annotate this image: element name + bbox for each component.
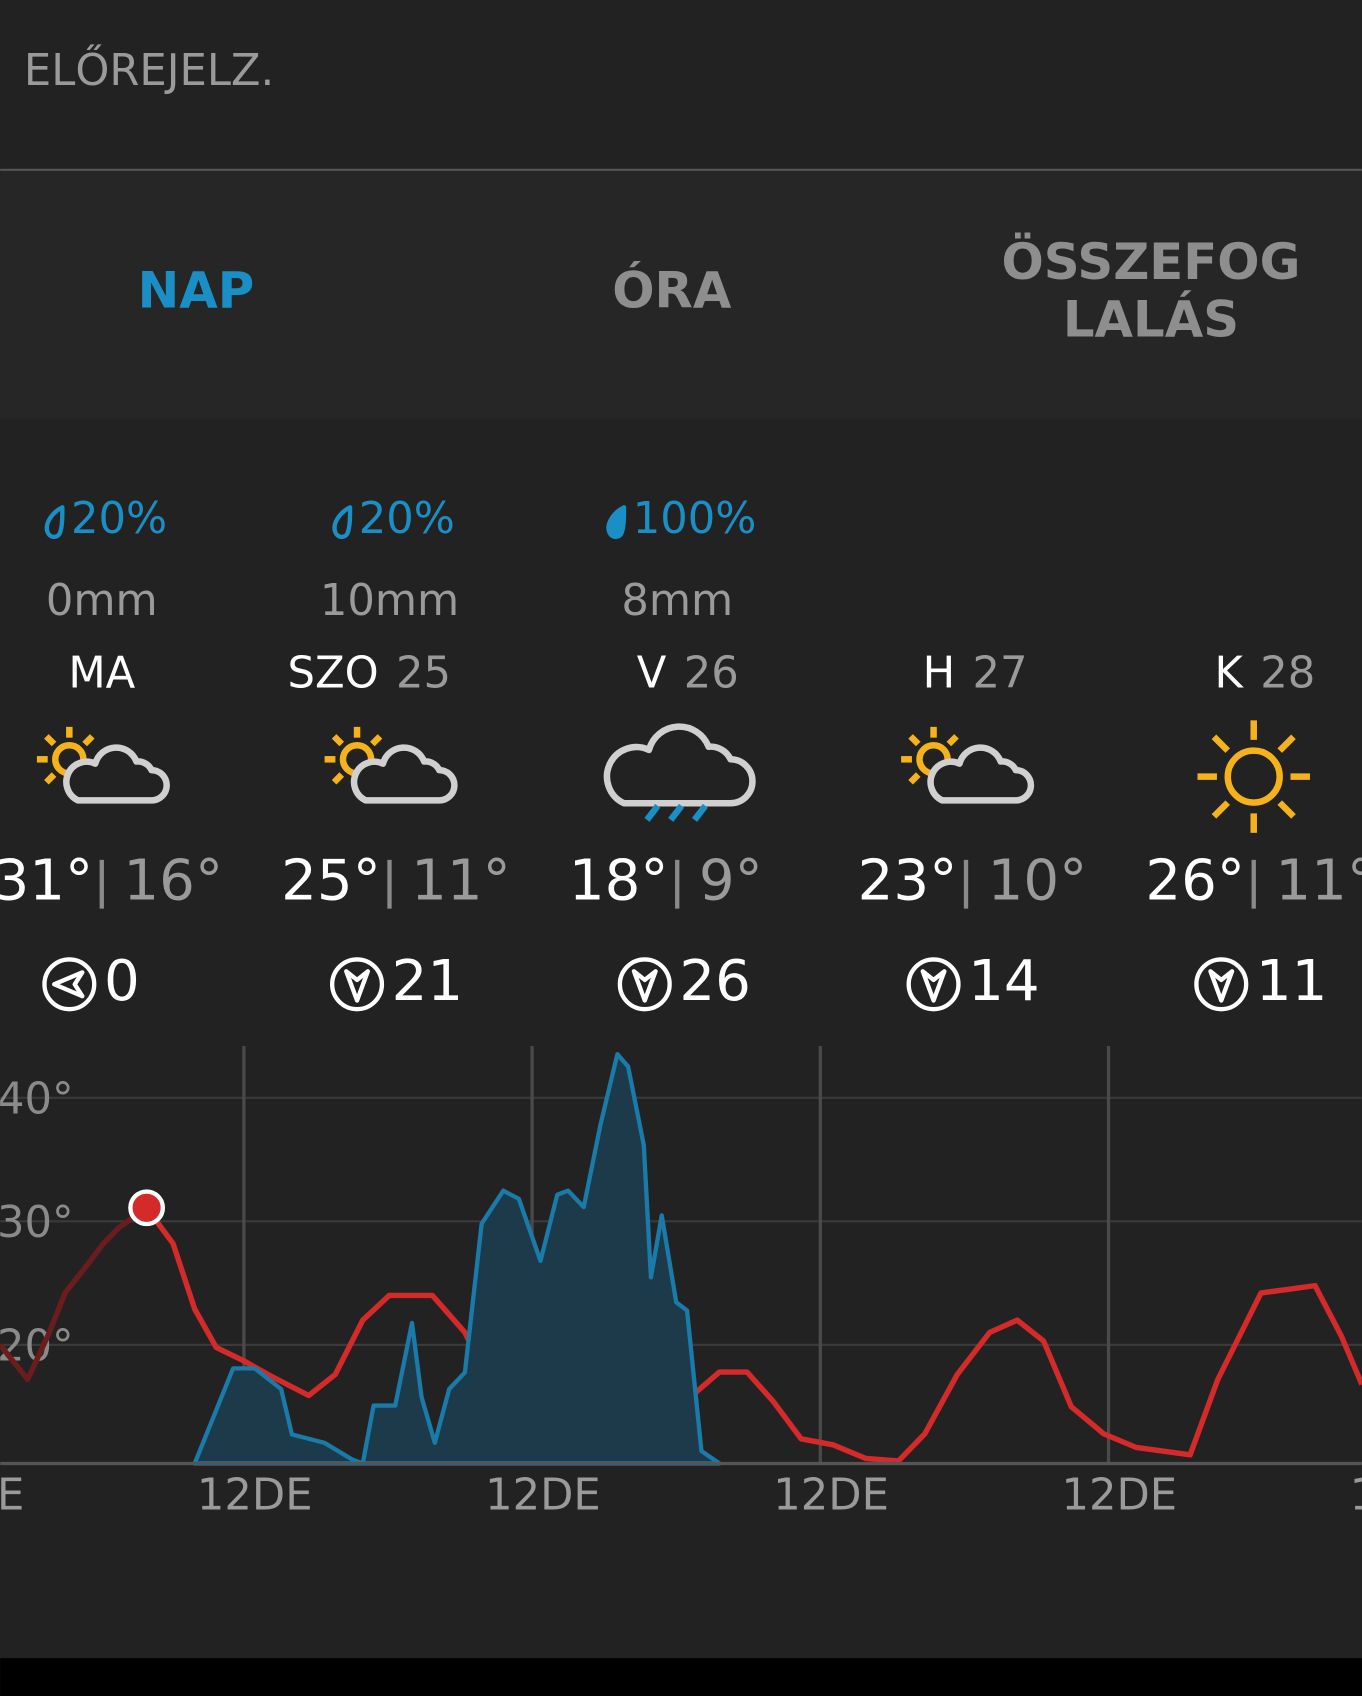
day-name: H (923, 649, 956, 699)
precip-area (192, 1051, 722, 1466)
day-date: 26 (684, 649, 739, 699)
x-tick-label: 12DE (485, 1471, 601, 1521)
day-date: 27 (973, 649, 1028, 699)
day-name: SZO (288, 649, 379, 699)
wind-arrow (631, 969, 658, 1003)
wind-icon (617, 957, 672, 1012)
precip-chance: 20% (71, 494, 167, 544)
temp-low: 11° (1275, 848, 1362, 913)
tab-label[interactable]: NAP (138, 262, 255, 320)
day-column: 20% 10mm SZO 25 25° 11° 21 (281, 494, 511, 1014)
temp-low: 10° (988, 848, 1088, 913)
wind-speed: 14 (968, 949, 1040, 1014)
x-tick-label: 12DE (0, 1471, 24, 1521)
precip-amount: 0mm (46, 576, 158, 626)
day-name: MA (68, 649, 135, 699)
sun-ray (1211, 800, 1231, 819)
sun-ray (908, 734, 921, 747)
day-column: H 27 23° 10° 14 (858, 649, 1088, 1014)
sun-ray (908, 772, 921, 785)
day-date: 28 (1260, 649, 1315, 699)
x-tick-label: 12DE (197, 1471, 313, 1521)
cloud (350, 744, 458, 804)
precip-chance: 20% (359, 494, 455, 544)
temp-high: 26° (1145, 848, 1245, 913)
precip-chance: 100% (633, 494, 757, 544)
sun-ray (946, 734, 959, 747)
day-date: 25 (396, 649, 451, 699)
sun-ray (44, 734, 57, 747)
temp-high: 23° (858, 848, 958, 913)
temp-low: 16° (123, 848, 223, 913)
cloud (927, 744, 1035, 804)
wind-speed: 26 (679, 949, 751, 1014)
day-name: V (637, 649, 667, 699)
wind-icon (42, 957, 97, 1012)
sun-ray (1277, 734, 1296, 753)
drop-icon (332, 505, 353, 540)
precip-amount: 10mm (320, 576, 459, 626)
day-column: K 28 26° 11° 11 (1145, 649, 1362, 1014)
current-point (128, 1189, 166, 1227)
sun-ray (1211, 734, 1231, 753)
y-tick-label: 40° (0, 1075, 74, 1125)
tab-label[interactable]: LALÁS (1063, 289, 1239, 348)
wind-arrow (344, 969, 371, 1003)
cloud (63, 744, 170, 804)
tab-bar (0, 170, 1362, 419)
precip-amount: 8mm (621, 576, 733, 626)
sun (1224, 747, 1283, 806)
x-tick-label: 12DE (1061, 1471, 1177, 1521)
nav-bar (0, 1658, 1362, 1696)
wind-speed: 0 (104, 949, 140, 1014)
wind-icon (906, 957, 961, 1012)
x-tick-label: 12DE (1350, 1471, 1362, 1521)
tab-label[interactable]: ÖSSZEFOG (1002, 232, 1301, 291)
rain-drop (644, 803, 661, 822)
wind-arrow (1208, 969, 1235, 1003)
day-column: 20% 0mm MA 31° 16° 0 (0, 494, 223, 1014)
day-name: K (1215, 649, 1245, 699)
wind-icon (330, 957, 385, 1012)
sun-ray (44, 772, 57, 785)
wind-speed: 21 (392, 949, 464, 1014)
temp-low: 11° (411, 848, 511, 913)
drop-icon (44, 505, 65, 540)
sun-ray (370, 734, 383, 747)
header-title: ELŐREJELZ. (24, 45, 274, 96)
wind-icon (1194, 957, 1249, 1012)
wind-arrow (920, 969, 947, 1003)
sun-ray (331, 734, 345, 747)
rain-drop (668, 803, 685, 822)
temp-high: 31° (0, 848, 93, 913)
temp-high: 18° (569, 848, 669, 913)
x-tick-label: 12DE (773, 1471, 889, 1521)
cloud (603, 723, 756, 807)
temp-high: 25° (281, 848, 381, 913)
temp-low: 9° (699, 848, 763, 913)
days: 20% 0mm MA 31° 16° 0 20% 10mm SZO 25 25° 11° 21 100% 8… (0, 494, 1362, 1014)
chart: 12DE12DE12DE12DE12DE12DE20°30°40° (0, 1045, 1362, 1521)
wind-arrow (52, 970, 85, 999)
drop-icon (606, 505, 627, 540)
rain-drop (691, 803, 708, 822)
tab-label[interactable]: ÓRA (612, 261, 732, 320)
sun-ray (331, 772, 345, 785)
wind-speed: 11 (1256, 949, 1328, 1014)
sun-ray (1277, 800, 1296, 819)
y-tick-label: 30° (0, 1198, 74, 1248)
sun-ray (82, 734, 95, 747)
